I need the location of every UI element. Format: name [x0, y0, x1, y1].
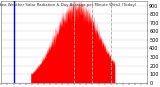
- Text: Milwaukee Weather Solar Radiation & Day Average per Minute W/m2 (Today): Milwaukee Weather Solar Radiation & Day …: [0, 3, 136, 7]
